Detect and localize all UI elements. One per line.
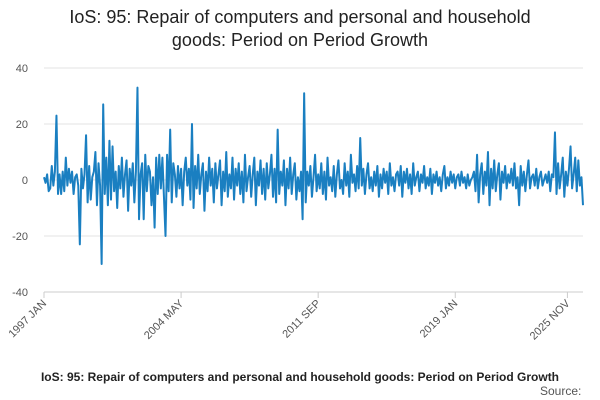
x-tick-label: 2025 NOV [528,297,573,342]
y-tick-label: 20 [16,119,28,131]
footer-title: IoS: 95: Repair of computers and persona… [41,370,559,384]
y-tick-label: 0 [22,175,28,187]
x-tick-label: 2004 MAY [142,297,187,342]
x-tick-label: 2011 SEP [280,298,323,341]
series-line [43,86,584,265]
y-tick-label: -20 [12,231,28,243]
source: Source: [540,384,581,398]
x-tick-label: 2019 JAN [418,298,461,341]
y-tick-label: 40 [16,63,28,75]
y-tick-label: -40 [12,287,28,299]
chart-title: IoS: 95: Repair of computers and persona… [69,7,531,50]
x-tick-label: 1997 JAN [6,298,49,341]
